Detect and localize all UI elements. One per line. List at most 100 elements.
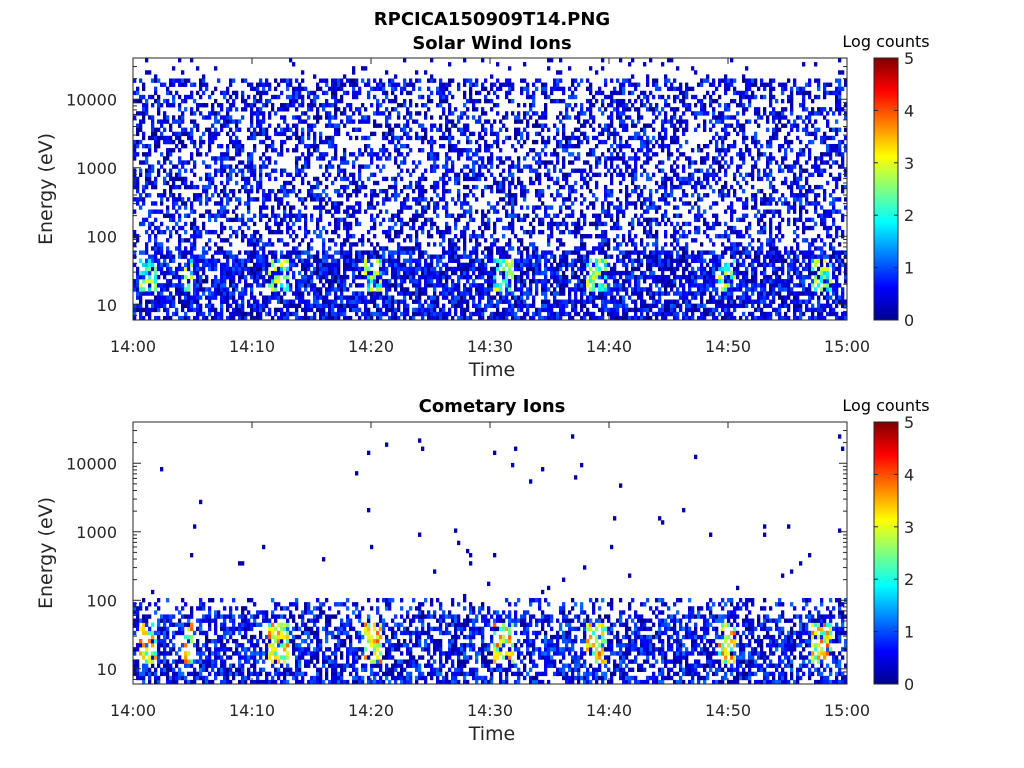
heatmap-cell [382, 152, 386, 157]
heatmap-cell [346, 193, 350, 198]
heatmap-cell [583, 168, 587, 173]
heatmap-cell [577, 221, 581, 227]
heatmap-cell [514, 279, 518, 284]
heatmap-cell [286, 229, 290, 235]
heatmap-cell [199, 135, 203, 141]
heatmap-cell [571, 78, 575, 83]
heatmap-cell [505, 291, 509, 296]
heatmap-cell [364, 258, 368, 263]
heatmap-cell [520, 315, 524, 320]
heatmap-cell [511, 291, 515, 296]
heatmap-cell [187, 307, 191, 313]
heatmap-cell [310, 315, 314, 320]
heatmap-cell [259, 291, 263, 296]
heatmap-cell [502, 176, 506, 182]
heatmap-cell [460, 152, 464, 157]
heatmap-cell [364, 164, 368, 169]
heatmap-cell [262, 160, 266, 165]
heatmap-cell [607, 213, 611, 218]
heatmap-cell [484, 303, 488, 309]
heatmap-cell [316, 115, 320, 120]
heatmap-cell [505, 209, 509, 214]
heatmap-cell [463, 229, 467, 235]
heatmap-cell [406, 82, 410, 87]
heatmap-cell [388, 131, 392, 137]
heatmap-cell [274, 258, 278, 263]
heatmap-cell [292, 148, 296, 153]
heatmap-cell [388, 279, 392, 284]
heatmap-cell [142, 287, 146, 292]
heatmap-cell [421, 148, 425, 153]
heatmap-cell [394, 184, 398, 190]
heatmap-cell [571, 262, 575, 268]
heatmap-cell [517, 111, 521, 116]
heatmap-cell [277, 274, 281, 280]
heatmap-cell [511, 258, 515, 263]
heatmap-cell [496, 156, 500, 161]
heatmap-cell [463, 197, 467, 202]
heatmap-cell [421, 274, 425, 280]
heatmap-cell [472, 168, 476, 173]
heatmap-cell [379, 262, 383, 268]
heatmap-cell [316, 176, 320, 182]
heatmap-cell [160, 254, 164, 259]
heatmap-cell [235, 270, 239, 276]
heatmap-cell [418, 176, 422, 182]
heatmap-cell [202, 315, 206, 320]
heatmap-cell [316, 270, 320, 276]
heatmap-cell [478, 295, 482, 300]
heatmap-cell [325, 98, 329, 104]
heatmap-cell [151, 262, 155, 268]
heatmap-cell [469, 139, 473, 145]
heatmap-cell [544, 274, 548, 280]
heatmap-cell [376, 164, 380, 169]
heatmap-cell [538, 123, 542, 128]
heatmap-cell [232, 295, 236, 300]
heatmap-cell [430, 197, 434, 202]
heatmap-cell [541, 90, 545, 96]
heatmap-cell [343, 74, 347, 79]
heatmap-cell [502, 315, 506, 320]
heatmap-cell [238, 201, 242, 206]
heatmap-cell [493, 180, 497, 186]
heatmap-cell [613, 221, 617, 227]
heatmap-cell [400, 262, 404, 268]
heatmap-cell [505, 242, 509, 247]
heatmap-cell [466, 201, 470, 206]
heatmap-cell [535, 152, 539, 157]
heatmap-cell [517, 262, 521, 268]
heatmap-cell [547, 258, 551, 263]
heatmap-cell [538, 193, 542, 198]
heatmap-cell [289, 172, 293, 178]
heatmap-cell [610, 160, 614, 165]
heatmap-cell [172, 299, 176, 304]
heatmap-cell [421, 254, 425, 259]
heatmap-cell [139, 299, 143, 304]
heatmap-cell [307, 131, 311, 137]
heatmap-cell [454, 180, 458, 186]
heatmap-cell [172, 66, 176, 71]
heatmap-cell [217, 156, 221, 161]
heatmap-cell [601, 58, 605, 63]
heatmap-cell [556, 274, 560, 280]
heatmap-cell [376, 279, 380, 284]
heatmap-cell [589, 221, 593, 227]
heatmap-cell [310, 303, 314, 309]
heatmap-cell [499, 254, 503, 259]
heatmap-cell [430, 217, 434, 223]
heatmap-cell [403, 266, 407, 272]
heatmap-cell [469, 254, 473, 259]
heatmap-cell [148, 258, 152, 263]
heatmap-cell [535, 262, 539, 268]
heatmap-cell [457, 197, 461, 202]
heatmap-cell [436, 193, 440, 198]
heatmap-cell [292, 299, 296, 304]
heatmap-cell [469, 86, 473, 92]
heatmap-cell [268, 283, 272, 288]
heatmap-cell [418, 291, 422, 296]
heatmap-cell [325, 82, 329, 87]
heatmap-cell [526, 246, 530, 251]
heatmap-cell [166, 103, 170, 108]
heatmap-cell [601, 127, 605, 132]
heatmap-cell [559, 143, 563, 149]
